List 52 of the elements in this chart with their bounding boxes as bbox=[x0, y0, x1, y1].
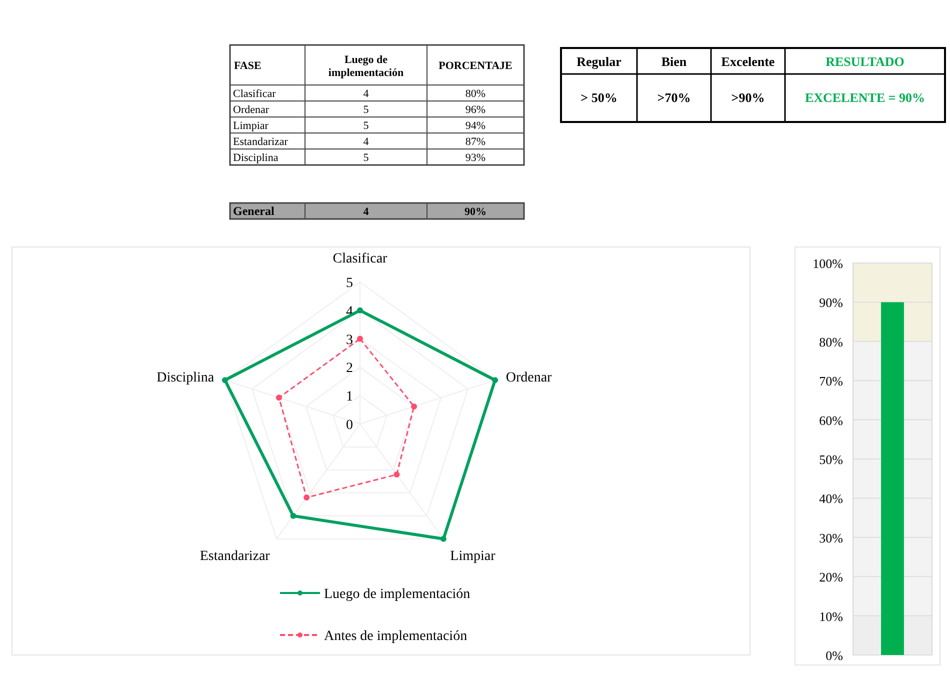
data-label: 5 bbox=[363, 104, 370, 116]
data-label: EXCELENTE = 90% bbox=[804, 90, 926, 105]
data-label: 93% bbox=[465, 152, 486, 164]
legend-label: Antes de implementación bbox=[324, 629, 468, 644]
category-label: Regular bbox=[576, 54, 622, 69]
data-label: 4 bbox=[363, 206, 370, 218]
category-label: Estandarizar bbox=[233, 136, 288, 148]
y-tick-label: 0 bbox=[346, 418, 353, 433]
y-tick-label: 30% bbox=[819, 530, 844, 546]
data-label: 87% bbox=[465, 136, 486, 148]
data-label: 5 bbox=[363, 120, 370, 132]
data-label: 94% bbox=[465, 120, 486, 132]
category-label: Excelente bbox=[721, 54, 775, 69]
spoke-label: Estandarizar bbox=[200, 549, 270, 564]
data-label: > 50% bbox=[580, 90, 618, 105]
y-tick-label: 0% bbox=[826, 648, 844, 663]
data-label: 4 bbox=[363, 136, 370, 148]
series-label: Luego de implementación bbox=[328, 54, 404, 79]
y-tick-label: 80% bbox=[819, 334, 844, 350]
y-tick-label: 100% bbox=[812, 256, 844, 271]
category-label: Disciplina bbox=[233, 152, 278, 164]
y-tick-label: 2 bbox=[346, 361, 353, 376]
y-tick-label: 10% bbox=[819, 608, 844, 624]
category-label: Limpiar bbox=[233, 120, 269, 132]
data-label: 80% bbox=[465, 88, 486, 100]
data-label: 4 bbox=[363, 88, 370, 100]
spoke-label: Disciplina bbox=[156, 370, 215, 386]
y-tick-label: 20% bbox=[819, 570, 844, 585]
data-label: 5 bbox=[363, 152, 370, 164]
y-tick-label: 70% bbox=[819, 374, 844, 389]
category-label: Clasificar bbox=[233, 88, 276, 100]
spoke-label: Ordenar bbox=[506, 370, 552, 386]
text: FASE bbox=[234, 60, 262, 72]
spoke-label: Clasificar bbox=[332, 252, 388, 267]
legend-label: Luego de implementación bbox=[324, 587, 470, 602]
y-tick-label: 5 bbox=[346, 276, 353, 291]
y-tick-label: 60% bbox=[819, 412, 844, 428]
data-label: 90% bbox=[464, 206, 486, 218]
y-tick-label: 40% bbox=[819, 491, 844, 506]
data-label: 96% bbox=[465, 104, 486, 116]
category-label: General bbox=[233, 204, 275, 218]
data-label: >90% bbox=[731, 90, 765, 105]
spoke-label: Limpiar bbox=[450, 549, 496, 564]
data-label: >70% bbox=[657, 90, 691, 105]
category-label: Bien bbox=[661, 54, 688, 69]
y-tick-label: 90% bbox=[819, 295, 844, 310]
y-tick-label: 3 bbox=[346, 332, 353, 348]
category-label: RESULTADO bbox=[826, 54, 904, 69]
y-tick-label: 50% bbox=[819, 452, 844, 467]
category-label: Ordenar bbox=[233, 104, 270, 116]
y-tick-label: 1 bbox=[346, 390, 353, 405]
text: PORCENTAJE bbox=[438, 60, 512, 72]
